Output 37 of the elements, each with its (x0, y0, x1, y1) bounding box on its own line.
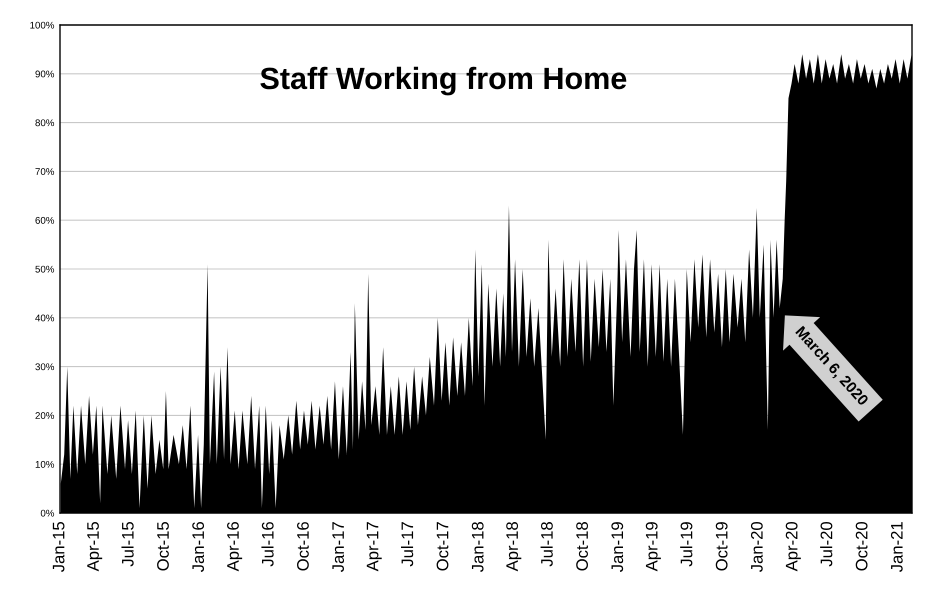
x-tick-label: Apr-20 (786, 522, 801, 572)
x-tick-label: Jan-18 (472, 522, 484, 572)
x-tick-label: Oct-18 (576, 522, 588, 571)
y-tick-label: 0% (40, 510, 54, 517)
x-tick-label: Jul-20 (820, 522, 832, 566)
x-tick-label: Oct-19 (716, 522, 728, 571)
x-tick-label: Oct-15 (157, 522, 169, 571)
x-tick-label: Jan-17 (332, 522, 344, 572)
text: Staff Working from Home (260, 66, 626, 96)
x-tick-label: Jul-15 (121, 522, 134, 566)
y-tick-label: 20% (35, 412, 54, 420)
x-tick-label: Oct-16 (297, 522, 309, 571)
x-tick-label: Jan-19 (611, 522, 624, 572)
x-tick-label: Jul-18 (540, 522, 553, 566)
x-tick-label: Jul-16 (261, 522, 274, 566)
x-tick-label: Jan-15 (52, 522, 64, 572)
x-tick-label: Jul-17 (400, 522, 414, 566)
y-tick-label: 80% (35, 119, 54, 126)
x-tick-label: Apr-16 (227, 522, 242, 572)
y-tick-label: 50% (35, 266, 54, 273)
x-tick-label: Jul-19 (680, 522, 692, 566)
x-tick-label: Apr-19 (646, 522, 661, 572)
x-tick-label: Oct-20 (856, 522, 868, 571)
x-tick-label: Jan-20 (750, 522, 763, 572)
x-tick-label: Jan-16 (192, 522, 204, 572)
y-tick-label: 10% (36, 460, 54, 468)
x-tick-label: Apr-18 (506, 522, 522, 572)
y-tick-label: 60% (35, 216, 54, 224)
x-tick-label: Oct-17 (436, 522, 448, 571)
x-tick-label: Jan-21 (890, 522, 903, 572)
x-tick-label: Apr-17 (366, 522, 382, 572)
y-tick-label: 90% (35, 70, 54, 78)
y-tick-label: 70% (35, 168, 54, 176)
y-tick-label: 40% (35, 314, 54, 322)
x-tick-label: Apr-15 (87, 522, 102, 572)
y-tick-label: 30% (35, 363, 54, 370)
y-tick-label: 100% (30, 22, 54, 29)
